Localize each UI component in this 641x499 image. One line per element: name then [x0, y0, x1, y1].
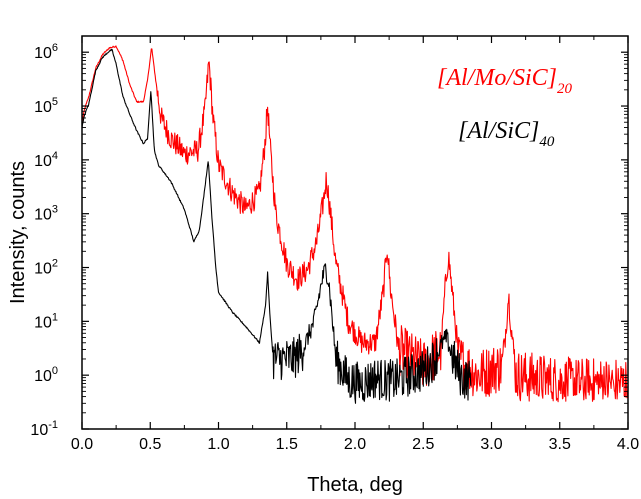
- x-tick-label: 2.5: [412, 436, 434, 453]
- y-tick-label: 101: [34, 311, 58, 331]
- legend-subscript: 40: [539, 134, 555, 150]
- x-tick-label: 4.0: [617, 436, 639, 453]
- y-tick-exponent: 0: [52, 365, 58, 377]
- y-tick-exponent: 6: [52, 42, 58, 54]
- y-tick-exponent: 2: [52, 258, 58, 270]
- legend-label-al-mo-sic: [Al/Mo/SiC]20: [437, 65, 573, 97]
- x-axis-title: Theta, deg: [307, 474, 403, 496]
- y-axis-title: Intensity, counts: [7, 161, 29, 304]
- y-tick-label: 102: [34, 258, 58, 278]
- y-tick-label: 106: [34, 42, 58, 62]
- series-layer: [82, 45, 628, 404]
- x-tick-label: 3.5: [549, 436, 571, 453]
- plot-frame: [81, 35, 629, 430]
- x-tick-label: 0.0: [71, 436, 93, 453]
- tick-layer: [81, 35, 629, 430]
- y-tick-exponent: 5: [52, 96, 58, 108]
- x-tick-label: 0.5: [139, 436, 161, 453]
- x-tick-label: 2.0: [344, 436, 366, 453]
- y-tick-label: 103: [34, 204, 58, 224]
- legend: [Al/Mo/SiC]20 [Al/SiC]40: [437, 65, 573, 150]
- y-tick-exponent: 4: [52, 150, 58, 162]
- y-tick-exponent: -1: [48, 419, 58, 431]
- legend-subscript: 20: [557, 81, 573, 97]
- legend-label-al-sic: [Al/SiC]40: [458, 118, 555, 150]
- y-tick-label: 104: [34, 150, 58, 170]
- y-tick-exponent: 3: [52, 204, 58, 216]
- y-tick-label: 105: [34, 96, 58, 116]
- y-tick-exponent: 1: [52, 311, 58, 323]
- y-tick-label: 100: [34, 365, 58, 385]
- x-tick-label: 1.5: [276, 436, 298, 453]
- series-line-al-sic: [82, 48, 472, 404]
- series-line-al-mo-sic: [82, 45, 628, 403]
- x-tick-label: 1.0: [207, 436, 229, 453]
- y-tick-label: 10-1: [30, 419, 58, 439]
- x-tick-label: 3.0: [480, 436, 502, 453]
